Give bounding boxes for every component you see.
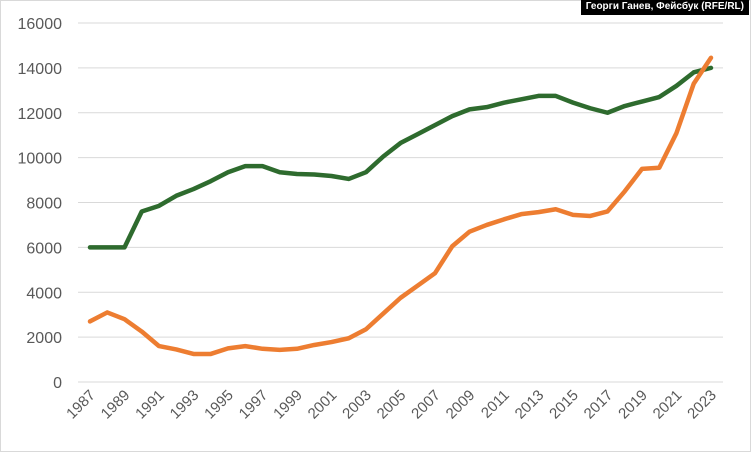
x-tick-label: 2021: [650, 387, 686, 423]
x-tick-label: 2013: [512, 387, 548, 423]
y-tick-label: 8000: [26, 196, 62, 213]
y-tick-label: 14000: [18, 61, 63, 78]
series-line-orange: [87, 55, 714, 357]
x-tick-label: 2007: [408, 387, 444, 423]
series-line-green: [87, 65, 714, 250]
y-tick-label: 12000: [18, 106, 63, 123]
x-tick-label: 2023: [684, 387, 720, 423]
x-tick-label: 2003: [339, 387, 375, 423]
x-tick-label: 1993: [167, 387, 203, 423]
x-axis-tick-labels: 1987198919911993199519971999200120032005…: [63, 387, 720, 423]
y-tick-label: 0: [53, 375, 62, 392]
x-tick-label: 2011: [478, 387, 513, 422]
x-tick-label: 2005: [374, 387, 410, 423]
credit-label: Георги Ганев, Фейсбук (RFE/RL): [580, 0, 749, 15]
y-tick-label: 4000: [26, 285, 62, 302]
y-tick-label: 16000: [18, 16, 63, 33]
x-tick-label: 1991: [132, 387, 168, 423]
x-tick-label: 1997: [236, 387, 272, 423]
x-tick-label: 1987: [63, 387, 99, 423]
y-tick-label: 2000: [26, 330, 62, 347]
series-lines: [87, 55, 714, 357]
x-tick-label: 1995: [201, 387, 237, 423]
x-tick-label: 2001: [305, 387, 341, 423]
x-tick-label: 1999: [270, 387, 306, 423]
x-tick-label: 2019: [615, 387, 651, 423]
y-tick-label: 10000: [18, 151, 63, 168]
x-tick-label: 2009: [443, 387, 479, 423]
gridlines: [78, 22, 723, 383]
y-tick-label: 6000: [26, 240, 62, 257]
x-tick-label: 2015: [546, 387, 582, 423]
x-tick-label: 2017: [581, 387, 617, 423]
y-axis-tick-labels: 0 2000 4000 6000 8000 10000 12000 14000 16000: [18, 16, 63, 392]
x-tick-label: 1989: [98, 387, 134, 423]
